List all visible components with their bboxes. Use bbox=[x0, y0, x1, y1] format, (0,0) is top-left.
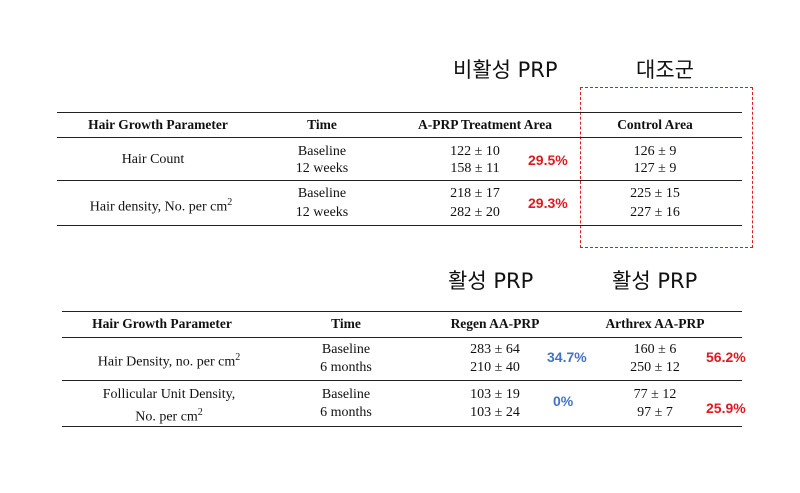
table1-row1-time-baseline: Baseline bbox=[297, 144, 347, 159]
table2-row1-arthrex-followup: 250 ± 12 bbox=[630, 360, 680, 375]
table2-row-divider bbox=[62, 380, 742, 381]
table1-header-time: Time bbox=[307, 117, 337, 132]
table1-row2-time-followup: 12 weeks bbox=[295, 205, 349, 220]
table2-row1-param-sup: 2 bbox=[235, 352, 241, 363]
table2-row1-arthrex-pct: 56.2% bbox=[706, 349, 746, 365]
table2-header-rule bbox=[62, 337, 742, 338]
table2-bottom-rule bbox=[62, 426, 742, 427]
label-inactive-prp: 비활성 PRP bbox=[453, 58, 558, 82]
table1-row2-control-baseline: 225 ± 15 bbox=[630, 186, 680, 201]
table2-row1-regen-baseline: 283 ± 64 bbox=[470, 342, 520, 357]
table2-header-arthrex: Arthrex AA-PRP bbox=[605, 316, 705, 331]
table1-row2-param-sup: 2 bbox=[227, 197, 233, 208]
table1-row2-time-baseline: Baseline bbox=[297, 186, 347, 201]
table1-row2-param: Hair density, No. per cm2 bbox=[58, 194, 264, 217]
table2-row2-param-line1: Follicular Unit Density, bbox=[102, 387, 236, 402]
table2-header-regen: Regen AA-PRP bbox=[450, 316, 540, 331]
table2-row2-time-baseline: Baseline bbox=[321, 387, 371, 402]
table2-row1-time-followup: 6 months bbox=[320, 360, 372, 375]
table1-row2-treatment-followup: 282 ± 20 bbox=[450, 205, 500, 220]
label-active-prp-regen: 활성 PRP bbox=[448, 269, 534, 293]
table2-row1-param-text: Hair Density, no. per cm bbox=[97, 354, 236, 370]
table2-header-param: Hair Growth Parameter bbox=[92, 316, 232, 331]
table1-row1-time-followup: 12 weeks bbox=[295, 161, 349, 176]
table2-row2-regen-baseline: 103 ± 19 bbox=[470, 387, 520, 402]
table1-row2-treatment-baseline: 218 ± 17 bbox=[450, 186, 500, 201]
table2-row2-param-line2-text: No. per cm bbox=[135, 409, 198, 425]
table2-row1-regen-pct: 34.7% bbox=[547, 349, 587, 365]
table1-top-rule bbox=[57, 112, 742, 113]
table1-bottom-rule bbox=[57, 225, 742, 226]
table1-header-rule bbox=[57, 137, 742, 138]
table1-row-divider bbox=[57, 180, 742, 181]
table1-header-treatment: A-PRP Treatment Area bbox=[418, 117, 552, 132]
table1-row1-control-baseline: 126 ± 9 bbox=[633, 144, 677, 159]
control-highlight-box bbox=[580, 87, 753, 248]
table2-row2-arthrex-followup: 97 ± 7 bbox=[637, 405, 673, 420]
table1-row1-param: Hair Count bbox=[121, 152, 185, 167]
table2-top-rule bbox=[62, 311, 742, 312]
table2-row2-param-line2: No. per cm2 bbox=[62, 404, 276, 427]
label-control-group: 대조군 bbox=[636, 58, 694, 82]
table2-row1-regen-followup: 210 ± 40 bbox=[470, 360, 520, 375]
table1-header-param: Hair Growth Parameter bbox=[88, 117, 228, 132]
table2-row2-arthrex-baseline: 77 ± 12 bbox=[633, 387, 677, 402]
table2-row1-time-baseline: Baseline bbox=[321, 342, 371, 357]
table1-header-control: Control Area bbox=[617, 117, 693, 132]
table2-row2-regen-pct: 0% bbox=[553, 393, 574, 409]
table2-row2-arthrex-pct: 25.9% bbox=[706, 400, 746, 416]
table1-row2-param-text: Hair density, No. per cm bbox=[89, 199, 228, 215]
table1-row1-treatment-followup: 158 ± 11 bbox=[450, 161, 500, 176]
table2-header-time: Time bbox=[331, 316, 361, 331]
table1-row1-treatment-pct: 29.5% bbox=[528, 152, 568, 168]
table1-row2-control-followup: 227 ± 16 bbox=[630, 205, 680, 220]
table2-row2-time-followup: 6 months bbox=[320, 405, 372, 420]
table1-row1-treatment-baseline: 122 ± 10 bbox=[450, 144, 500, 159]
table1-row1-control-followup: 127 ± 9 bbox=[633, 161, 677, 176]
table2-row1-param: Hair Density, no. per cm2 bbox=[62, 349, 276, 372]
table1-row2-treatment-pct: 29.3% bbox=[528, 195, 568, 211]
table2-row1-arthrex-baseline: 160 ± 6 bbox=[633, 342, 677, 357]
table2-row2-regen-followup: 103 ± 24 bbox=[470, 405, 520, 420]
table2-row2-param-sup: 2 bbox=[197, 407, 203, 418]
label-active-prp-arthrex: 활성 PRP bbox=[612, 269, 698, 293]
